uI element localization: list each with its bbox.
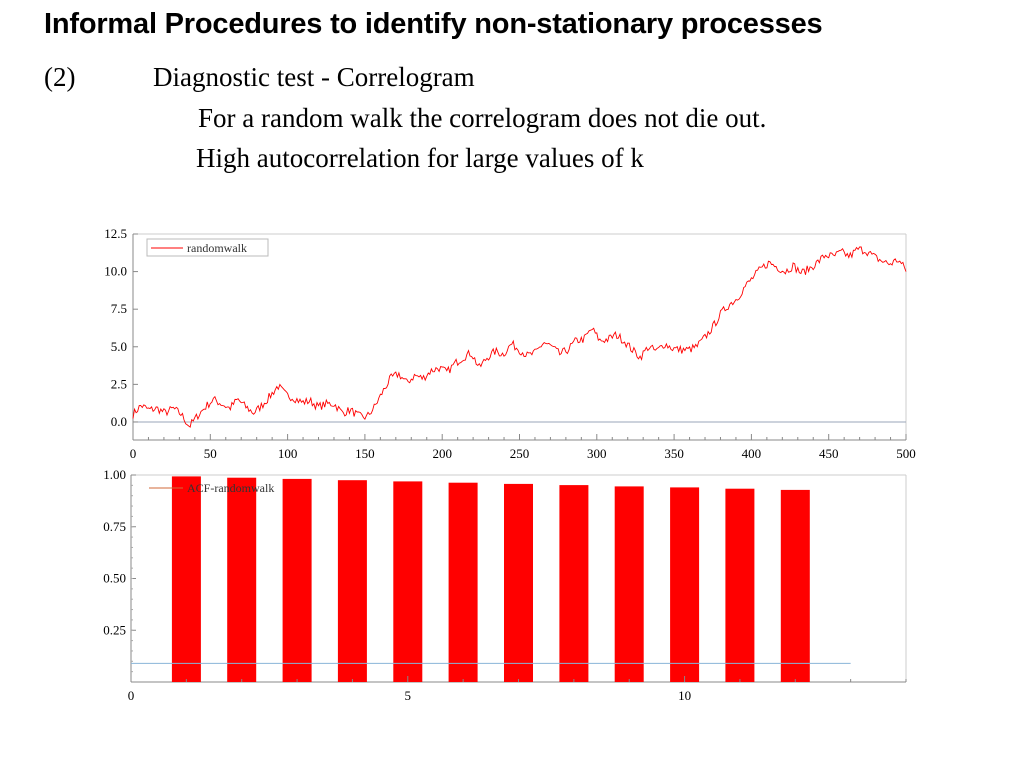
acf-bar	[780, 489, 810, 682]
acf-bar	[282, 478, 312, 682]
x-tick-label: 5	[405, 688, 412, 703]
x-tick-label: 150	[355, 446, 375, 461]
acf-bar	[559, 485, 589, 682]
acf-bar	[725, 488, 755, 682]
legend-label: randomwalk	[187, 241, 247, 255]
section-heading: Diagnostic test - Correlogram	[153, 62, 475, 92]
x-tick-label: 500	[896, 446, 916, 461]
x-tick-label: 400	[742, 446, 762, 461]
acf-bar	[614, 486, 644, 682]
line-legend: randomwalk	[146, 238, 269, 257]
x-tick-label: 50	[204, 446, 217, 461]
acf-bar	[171, 476, 201, 682]
slide-title: Informal Procedures to identify non-stat…	[44, 8, 823, 40]
acf-bar	[670, 487, 700, 682]
bar-legend: ACF-randomwalk	[149, 481, 274, 495]
y-tick-label: 12.5	[104, 226, 127, 241]
y-tick-label: 7.5	[111, 301, 127, 316]
x-tick-label: 0	[128, 688, 135, 703]
acf-bar	[337, 480, 367, 682]
y-tick-label: 1.00	[103, 467, 126, 482]
section-number: (2)	[44, 62, 76, 92]
x-tick-label: 10	[678, 688, 691, 703]
legend-label: ACF-randomwalk	[187, 481, 274, 495]
random-walk-series-line	[132, 246, 907, 428]
acf-bar	[504, 483, 533, 682]
x-tick-label: 300	[587, 446, 607, 461]
y-tick-label: 10.0	[104, 264, 127, 279]
bullet-2: High autocorrelation for large values of…	[196, 143, 644, 173]
acf-bar	[448, 482, 478, 682]
x-tick-label: 350	[664, 446, 684, 461]
y-tick-label: 5.0	[111, 339, 127, 354]
x-tick-label: 100	[278, 446, 298, 461]
x-tick-label: 0	[130, 446, 137, 461]
x-tick-label: 450	[819, 446, 839, 461]
acf-bar	[227, 477, 257, 682]
acf-bar	[393, 481, 423, 682]
x-tick-label: 250	[510, 446, 530, 461]
legend-box	[146, 238, 269, 257]
y-tick-label: 0.0	[111, 414, 127, 429]
x-tick-label: 200	[432, 446, 452, 461]
acf-bar-chart: 0.25 0.50 0.75 1.00 0 5 10 ACF-randomwalk	[103, 467, 907, 703]
bullet-1: For a random walk the correlogram does n…	[198, 103, 767, 133]
y-tick-label: 2.5	[111, 376, 127, 391]
random-walk-line-chart: 0.0 2.5 5.0 7.5 10.0 12.5 0 50 100 150 200 250 300 35…	[104, 226, 916, 461]
y-tick-label: 0.25	[103, 622, 126, 637]
y-tick-label: 0.75	[103, 519, 126, 534]
y-tick-label: 0.50	[103, 571, 126, 586]
